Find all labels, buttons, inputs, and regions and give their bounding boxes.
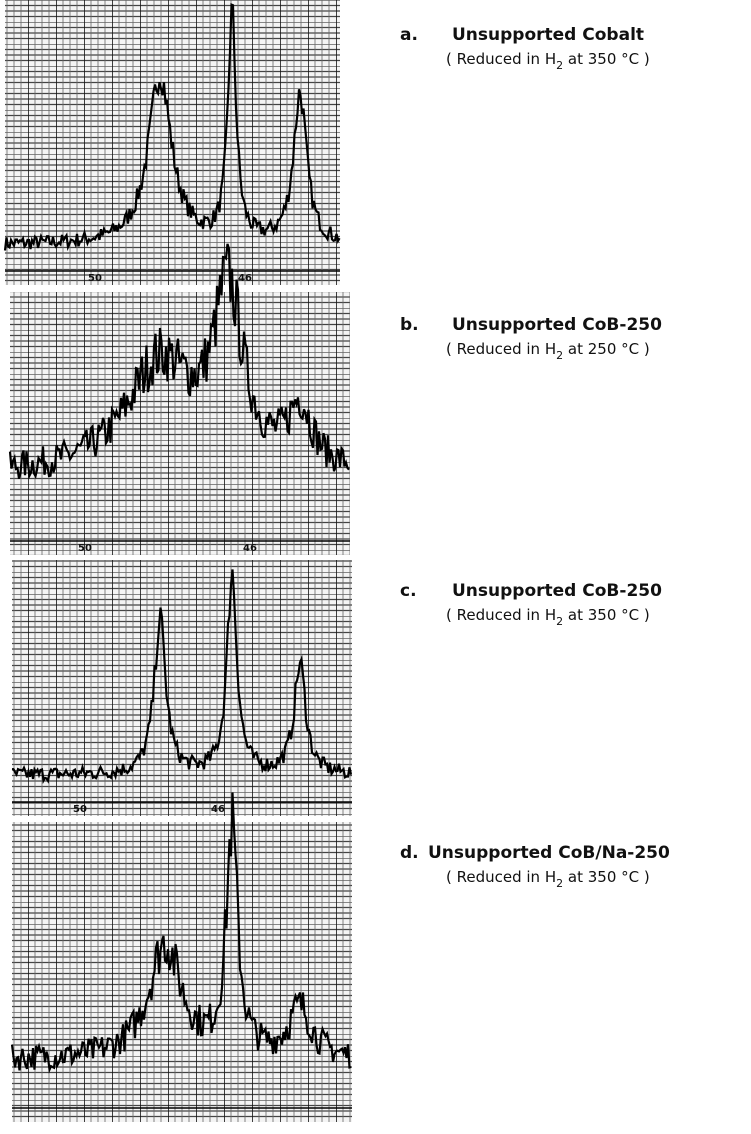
axis-tick-label: 46 [243,543,257,554]
panel-condition: ( Reduced in H2 at 350 °C ) [446,868,650,890]
chart-paper [12,822,352,1122]
condition-after: at 250 °C ) [563,340,650,358]
spectrum-panel: 50 46 c. Unsupported CoB-250 ( Reduced in H2… [11,560,662,816]
condition-before: ( Reduced in H [446,606,556,624]
condition-after: at 350 °C ) [563,50,650,68]
condition-sub: 2 [556,59,563,72]
chart-paper [12,560,352,816]
spectrum-panel: 50 46 a. Unsupported Cobalt ( Reduced in H2 … [3,0,650,285]
condition-before: ( Reduced in H [446,340,556,358]
diffraction-trace [3,2,341,252]
axis-tick-label: 46 [238,273,252,284]
panel-condition: ( Reduced in H2 at 350 °C ) [446,50,650,72]
condition-before: ( Reduced in H [446,50,556,68]
condition-sub: 2 [556,349,563,362]
panel-title: Unsupported CoB/Na-250 [428,843,670,863]
condition-sub: 2 [556,877,563,890]
panel-letter: b. [400,315,419,335]
panel-letter: d. [400,843,419,863]
axis-tick-label: 50 [78,543,92,554]
panel-title: Unsupported CoB-250 [452,581,662,601]
panel-title: Unsupported CoB-250 [452,315,662,335]
diffraction-trace [8,243,350,480]
condition-sub: 2 [556,615,563,628]
condition-after: at 350 °C ) [563,606,650,624]
panel-condition: ( Reduced in H2 at 350 °C ) [446,606,650,628]
panel-condition: ( Reduced in H2 at 250 °C ) [446,340,650,362]
panel-title: Unsupported Cobalt [452,25,644,45]
diffraction-trace [10,792,352,1074]
axis-tick-label: 50 [88,273,102,284]
spectrum-panel: d. Unsupported CoB/Na-250 ( Reduced in H2 … [10,792,670,1122]
panel-letter: a. [400,25,418,45]
axis-tick-label: 50 [73,804,87,815]
chart-paper [10,292,350,555]
axis-tick-label: 46 [211,804,225,815]
condition-after: at 350 °C ) [563,868,650,886]
diffraction-trace [11,569,353,785]
panel-letter: c. [400,581,417,601]
spectrum-panel: 50 46 b. Unsupported CoB-250 ( Reduced in H2… [8,243,662,555]
condition-before: ( Reduced in H [446,868,556,886]
